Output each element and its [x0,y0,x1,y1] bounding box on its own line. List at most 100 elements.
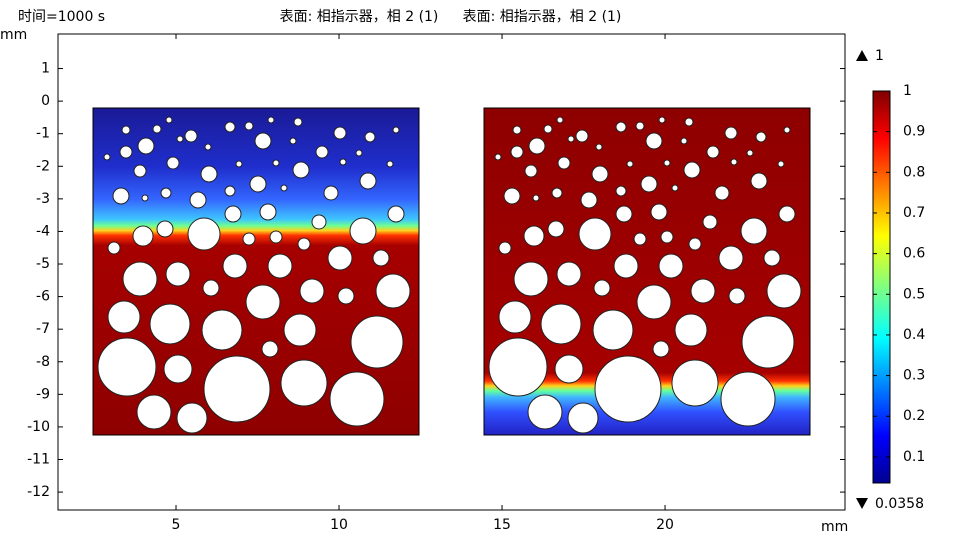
pore [119,145,133,159]
pore [554,354,584,384]
pore [510,145,524,159]
pore [267,116,275,124]
pore [663,159,671,167]
colorbar [872,90,891,484]
pore [337,287,355,305]
pore [272,159,280,167]
pore [107,300,141,334]
y-tick-label: -4 [36,223,50,239]
pore [224,205,242,223]
pore [364,131,376,143]
pore [261,340,279,358]
pore [133,164,147,178]
pore [523,225,545,247]
pore [578,217,612,251]
y-tick-label: -11 [27,452,50,468]
pore [224,185,236,197]
pore [323,185,339,201]
pore [289,137,297,145]
pore [149,303,191,345]
colorbar-label: 0.3 [903,368,925,384]
pore [741,315,795,369]
pore [293,117,303,127]
pore [166,156,180,170]
pore [766,273,802,309]
y-tick-label: -2 [36,158,50,174]
colorbar-label: 0.4 [903,327,925,343]
pore [684,117,694,127]
max-marker [856,50,868,61]
pore [615,205,633,223]
pore [315,145,329,159]
pore [350,315,404,369]
pore [524,164,538,178]
pore [503,187,521,205]
pore [280,359,328,407]
x-unit: mm [821,519,848,535]
pore [292,161,310,179]
y-tick-label: -12 [27,484,50,500]
pore [372,249,390,267]
pore [163,354,193,384]
pore [580,191,598,209]
min-marker [856,498,868,509]
pore [311,214,327,230]
pore [626,160,634,168]
pore [680,137,688,145]
pore [636,284,672,320]
y-tick-label: -3 [36,191,50,207]
pore [615,185,627,197]
pore [269,230,283,244]
pore [176,402,208,434]
pore [557,156,571,170]
pore [203,355,271,423]
pore [551,187,563,199]
pore [152,124,162,134]
colorbar-label: 0.2 [903,408,925,424]
pore [245,284,281,320]
pore [513,261,549,297]
pore [375,273,411,309]
y-tick-label: -10 [27,419,50,435]
pore [593,279,611,297]
x-tick-label: 20 [656,517,674,533]
pore [777,160,785,168]
pore [591,165,609,183]
pore [494,153,502,161]
pore [349,217,377,245]
pore [640,175,658,193]
y-tick-label: -9 [36,386,50,402]
pore [259,203,277,221]
y-tick-label: -7 [36,321,50,337]
pore [187,217,221,251]
pore [249,175,267,193]
pore [660,230,674,244]
colorbar-label: 0.7 [903,205,925,221]
pore [176,135,184,143]
pore [730,158,738,166]
x-tick-label: 10 [330,517,348,533]
colorbar-label: 0.9 [903,124,925,140]
pore [633,232,647,246]
pore [650,203,668,221]
pore [690,278,716,304]
pore [671,359,719,407]
pore [567,402,599,434]
pore [386,160,394,168]
pore [724,126,738,140]
pore [592,309,634,351]
pore [527,394,563,430]
y-tick-label: -8 [36,354,50,370]
pore [235,160,243,168]
pore [165,261,191,287]
x-tick-label: 5 [172,517,181,533]
pore [141,194,149,202]
pore [763,249,781,267]
pore [556,261,582,287]
pore [132,225,154,247]
pore [706,145,720,159]
pore [299,278,325,304]
max-label: 1 [875,48,884,64]
pore [528,137,546,155]
